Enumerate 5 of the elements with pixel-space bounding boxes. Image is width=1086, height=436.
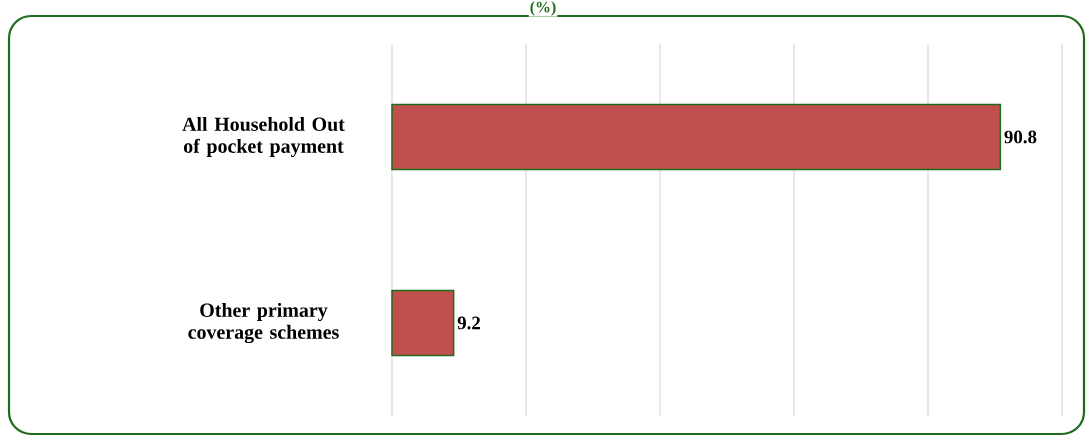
- y-tick-label: Other primary coverage schemes: [188, 302, 339, 344]
- data-label: 9.2: [457, 316, 480, 330]
- y-tick-label: All Household Out of pocket payment: [182, 116, 345, 158]
- chart-title: (%): [530, 1, 556, 16]
- data-label: 90.8: [1004, 130, 1037, 144]
